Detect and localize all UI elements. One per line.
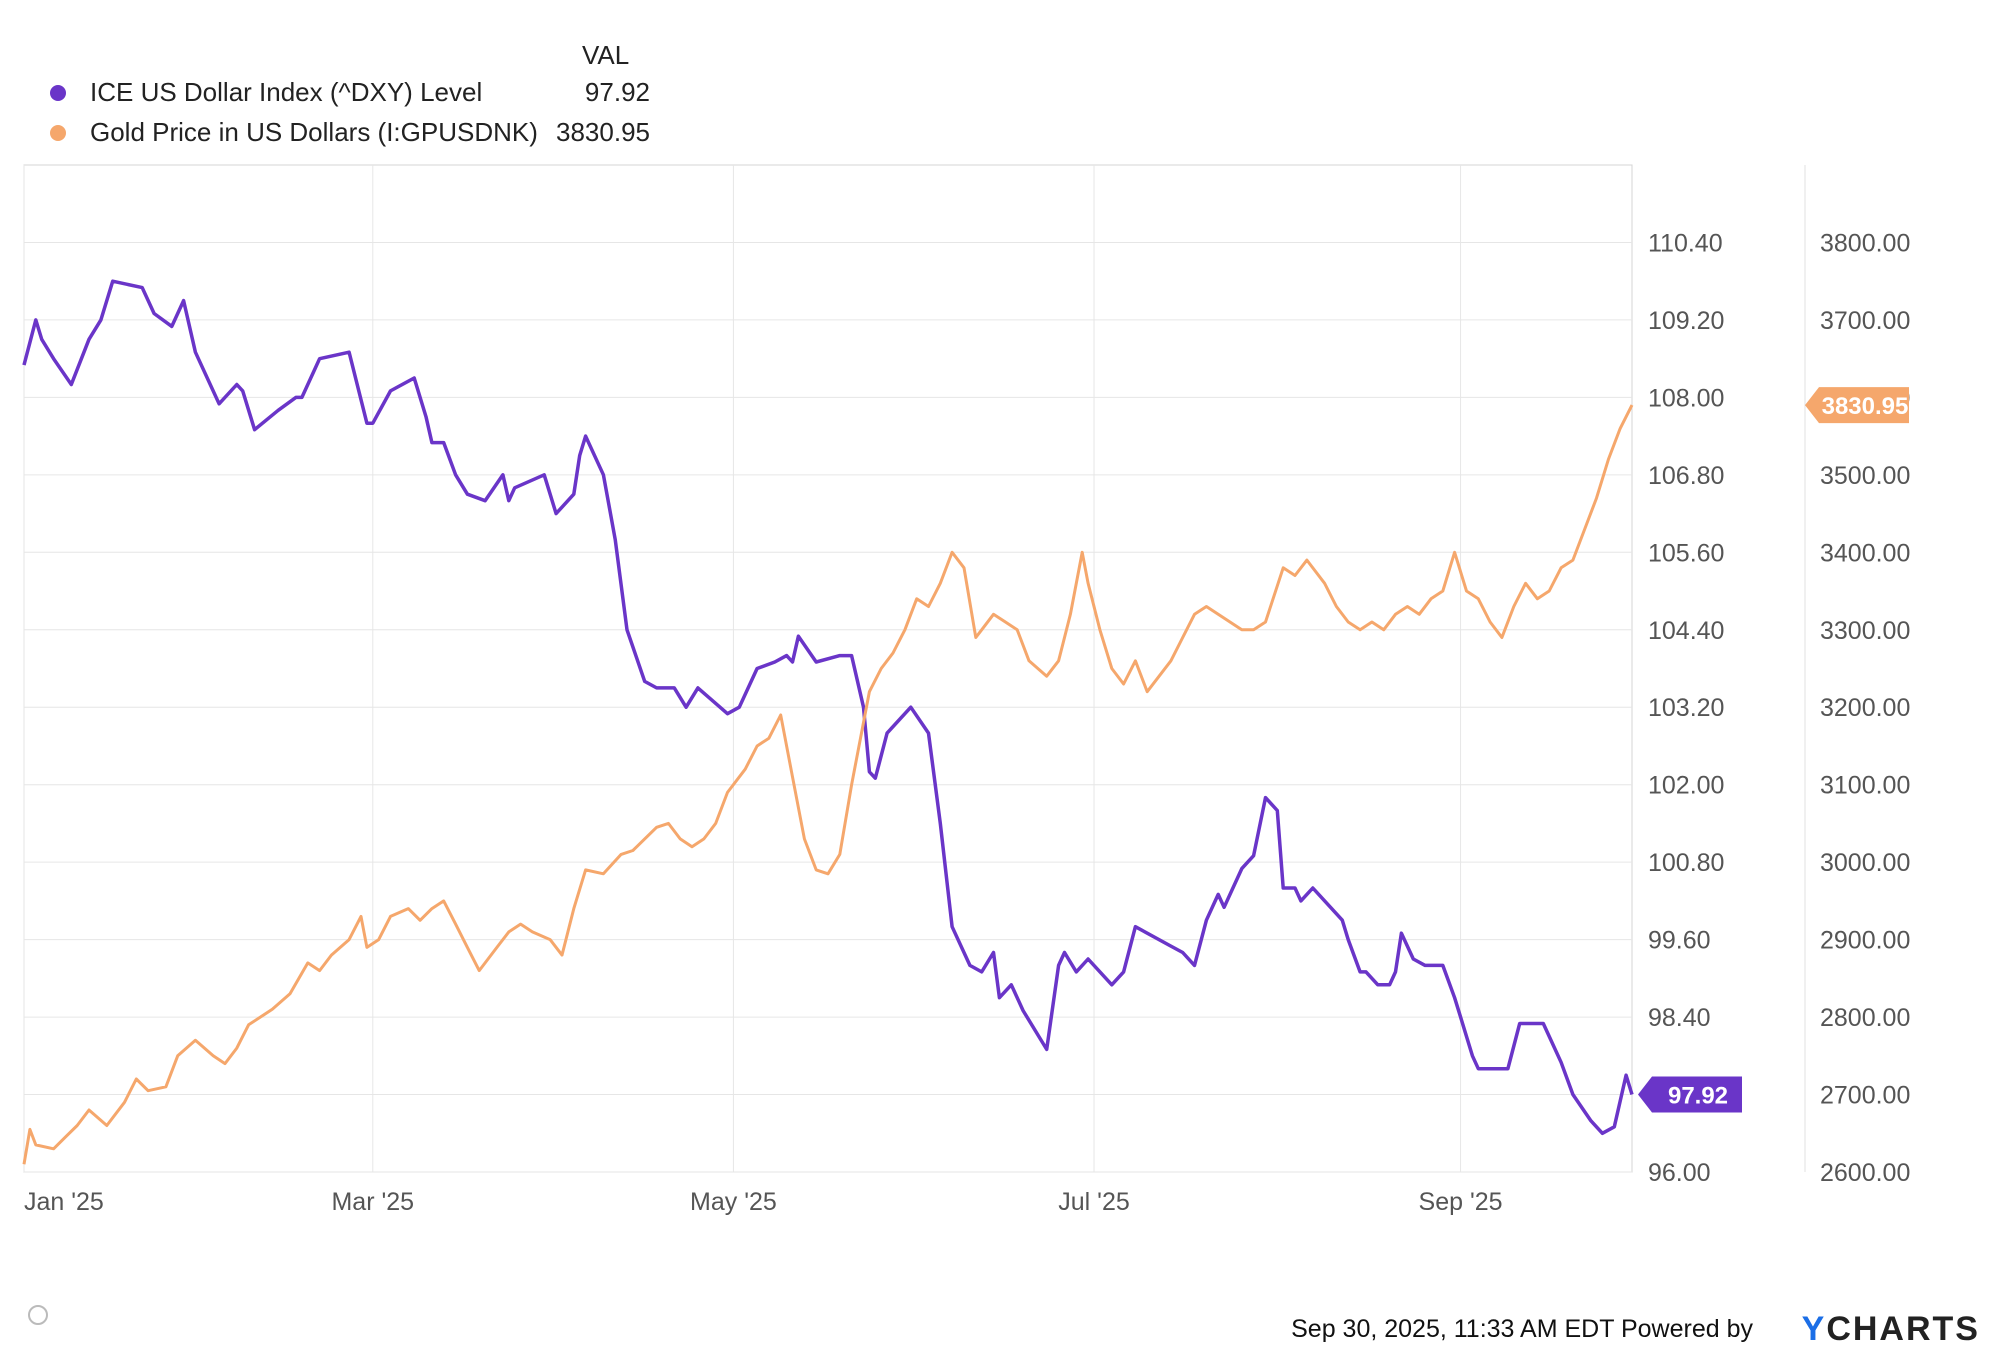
y-tick-label-right: 3800.00: [1820, 229, 1910, 257]
legend-value-dxy: 97.92: [584, 77, 650, 107]
y-tick-label-right: 2700.00: [1820, 1082, 1910, 1110]
y-tick-label-right: 3300.00: [1820, 617, 1910, 645]
legend-label-dxy: ICE US Dollar Index (^DXY) Level: [90, 77, 483, 107]
last-value-label-gold: 3830.95: [1822, 393, 1909, 420]
legend-item-gold[interactable]: Gold Price in US Dollars (I:GPUSDNK) 383…: [50, 117, 650, 153]
y-tick-label-right: 3700.00: [1820, 307, 1910, 335]
legend-header: VAL: [582, 40, 630, 70]
ycharts-logo-mark: Y: [1801, 1310, 1827, 1348]
x-tick-label: Mar '25: [331, 1188, 414, 1216]
y-tick-label-right: 3000.00: [1820, 849, 1910, 877]
series-line-dxy: [22, 279, 1634, 1136]
plot-frame: [23, 164, 1633, 1173]
ycharts-logo[interactable]: YCHARTS: [1802, 1310, 1980, 1349]
y-tick-label-left: 96.00: [1648, 1159, 1711, 1187]
y-tick-label-right: 3500.00: [1820, 462, 1910, 490]
y-tick-label-left: 110.40: [1648, 229, 1723, 257]
last-value-badge-dxy: [1638, 1076, 1742, 1113]
legend-item-dxy[interactable]: ICE US Dollar Index (^DXY) Level 97.92: [50, 77, 650, 113]
y-tick-label-left: 105.60: [1648, 539, 1724, 567]
y-tick-label-left: 98.40: [1648, 1004, 1711, 1032]
y-tick-label-left: 104.40: [1648, 617, 1724, 645]
ycharts-logo-text: CHARTS: [1826, 1310, 1980, 1348]
y-tick-label-right: 2600.00: [1820, 1159, 1910, 1187]
y-tick-label-left: 102.00: [1648, 772, 1724, 800]
y-tick-label-right: 3200.00: [1820, 694, 1910, 722]
last-value-badge-gold: [1805, 387, 1909, 424]
y-tick-label-left: 106.80: [1648, 462, 1724, 490]
legend-marker-gold: [50, 125, 66, 141]
footer-timestamp: Sep 30, 2025, 11:33 AM EDT Powered by: [1291, 1315, 1753, 1343]
legend-marker-dxy: [50, 85, 66, 101]
watermark-icon: [28, 1305, 48, 1325]
y-tick-label-left: 109.20: [1648, 307, 1724, 335]
y-tick-label-right: 2800.00: [1820, 1004, 1910, 1032]
series-line-gold: [22, 404, 1634, 1165]
y-tick-label-right: 2900.00: [1820, 927, 1910, 955]
legend-value-gold: 3830.95: [556, 117, 650, 147]
y-tick-label-right: 3100.00: [1820, 772, 1910, 800]
x-tick-label: Sep '25: [1419, 1188, 1503, 1216]
y-tick-label-left: 99.60: [1648, 927, 1711, 955]
x-tick-label: Jan '25: [24, 1188, 104, 1216]
y-tick-label-right: 3400.00: [1820, 539, 1910, 567]
last-value-label-dxy: 97.92: [1668, 1083, 1728, 1110]
y-tick-label-left: 103.20: [1648, 694, 1724, 722]
y-tick-label-left: 100.80: [1648, 849, 1724, 877]
legend-label-gold: Gold Price in US Dollars (I:GPUSDNK): [90, 117, 538, 147]
x-tick-label: Jul '25: [1058, 1188, 1129, 1216]
x-tick-label: May '25: [690, 1188, 777, 1216]
y-tick-label-left: 108.00: [1648, 384, 1724, 412]
